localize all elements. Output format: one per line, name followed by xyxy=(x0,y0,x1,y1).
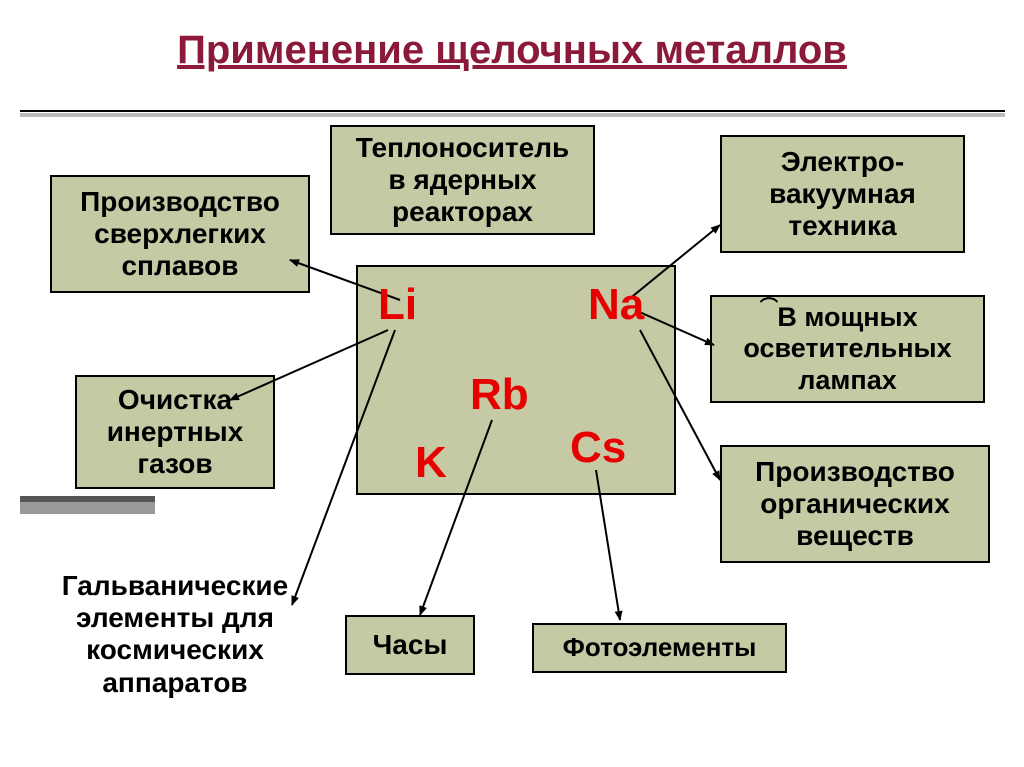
box-photo: Фотоэлементы xyxy=(532,623,787,673)
element-li: Li xyxy=(378,280,417,330)
box-gases: Очисткаинертныхгазов xyxy=(75,375,275,489)
box-organic-text: Производствоорганическихвеществ xyxy=(755,456,955,553)
accent-mark: ⌒ xyxy=(760,293,778,319)
box-clock-text: Часы xyxy=(373,629,448,661)
element-k: K xyxy=(415,438,447,488)
element-na: Na xyxy=(588,280,644,330)
page-title: Применение щелочных металлов xyxy=(177,28,847,73)
title-rule xyxy=(20,110,1005,112)
box-clock: Часы xyxy=(345,615,475,675)
box-organic: Производствоорганическихвеществ xyxy=(720,445,990,563)
label-galvanic-text: Гальваническиеэлементы длякосмическихапп… xyxy=(62,570,288,698)
box-alloys-text: Производствосверхлегкихсплавов xyxy=(80,186,280,283)
element-rb: Rb xyxy=(470,370,529,420)
box-coolant-text: Теплоносительв ядерныхреакторах xyxy=(356,132,569,229)
label-galvanic: Гальваническиеэлементы длякосмическихапп… xyxy=(40,570,310,699)
box-vacuum: Электро-вакуумнаятехника xyxy=(720,135,965,253)
box-photo-text: Фотоэлементы xyxy=(563,633,757,663)
title-rule-shadow xyxy=(20,113,1005,117)
left-accent-bar xyxy=(20,496,155,514)
box-lamps: В мощныхосветительныхлампах xyxy=(710,295,985,403)
box-coolant: Теплоносительв ядерныхреакторах xyxy=(330,125,595,235)
box-alloys: Производствосверхлегкихсплавов xyxy=(50,175,310,293)
element-cs: Cs xyxy=(570,423,626,473)
box-vacuum-text: Электро-вакуумнаятехника xyxy=(769,146,916,243)
box-gases-text: Очисткаинертныхгазов xyxy=(107,384,244,481)
